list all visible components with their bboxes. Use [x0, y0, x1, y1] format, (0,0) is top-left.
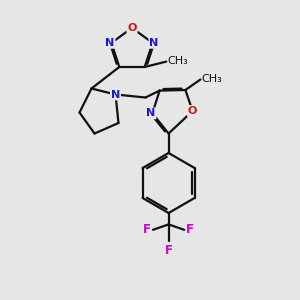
Text: F: F	[186, 223, 194, 236]
Text: O: O	[188, 106, 197, 116]
Text: N: N	[111, 89, 120, 100]
Text: CH₃: CH₃	[201, 74, 222, 85]
Text: F: F	[165, 244, 172, 257]
Text: O: O	[127, 23, 137, 33]
Text: F: F	[143, 223, 151, 236]
Text: N: N	[146, 108, 155, 118]
Text: CH₃: CH₃	[167, 56, 188, 66]
Text: N: N	[149, 38, 159, 48]
Text: N: N	[105, 38, 115, 48]
